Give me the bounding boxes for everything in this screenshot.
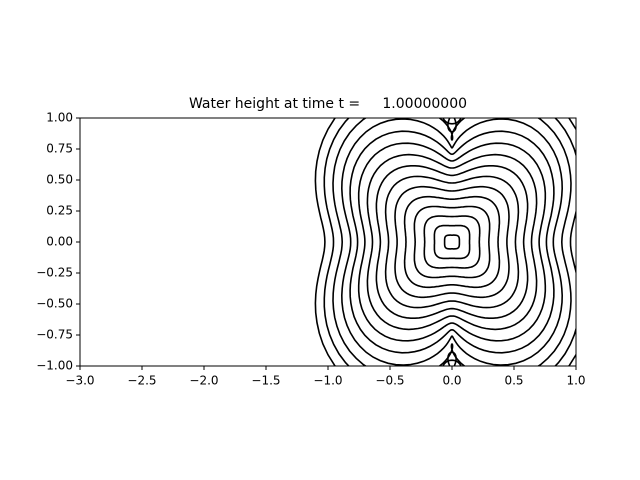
x-tick-label: −1.5 [251, 374, 280, 388]
contour-line [413, 205, 491, 279]
y-tick-label: 0.50 [46, 173, 73, 187]
contour-line [375, 165, 529, 319]
contour-line [433, 224, 471, 260]
contour-line [340, 118, 564, 366]
contour-line [423, 215, 481, 269]
y-tick-label: −0.50 [36, 297, 73, 311]
x-tick-label: 0.0 [442, 374, 461, 388]
x-tick-label: 0.5 [504, 374, 523, 388]
x-tick-label: −2.0 [189, 374, 218, 388]
x-tick-label: −0.5 [375, 374, 404, 388]
contour-line [314, 118, 576, 366]
contour-line [323, 118, 576, 366]
x-tick-label: 1.0 [566, 374, 585, 388]
y-tick-label: 1.00 [46, 111, 73, 125]
contour-line [384, 175, 520, 309]
contour-group [314, 118, 576, 366]
contour-line [349, 130, 555, 354]
chart-title: Water height at time t = 1.00000000 [189, 96, 467, 112]
y-tick-label: 0.75 [46, 142, 73, 156]
y-tick-label: −0.25 [36, 266, 73, 280]
y-tick-label: −1.00 [36, 359, 73, 373]
y-tick-label: 0.25 [46, 204, 73, 218]
contour-line [394, 185, 510, 299]
y-tick-label: 0.00 [46, 235, 73, 249]
x-tick-label: −2.5 [127, 374, 156, 388]
y-tick-label: −0.75 [36, 328, 73, 342]
contour-line [443, 234, 461, 250]
x-tick-label: −1.0 [313, 374, 342, 388]
contour-line [403, 195, 501, 289]
contour-line [332, 118, 572, 366]
contour-line [357, 142, 547, 342]
x-tick-label: −3.0 [65, 374, 94, 388]
contour-line [366, 153, 538, 331]
